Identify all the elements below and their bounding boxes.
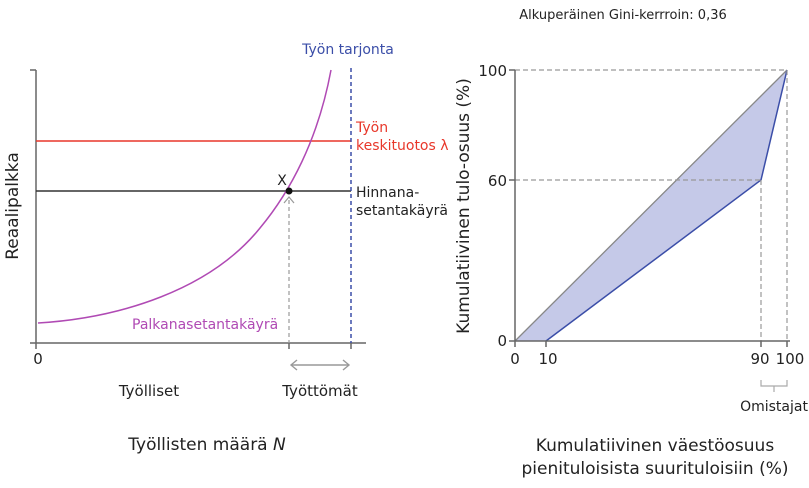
right-x-axis-label-line2: pienituloisista suurituloisiin (%): [522, 459, 789, 479]
x-tick-label-10: 10: [538, 350, 557, 368]
dropline-arrowhead-icon: [283, 196, 295, 204]
point-x-label: X: [277, 173, 287, 189]
price-setting-label-line1: Hinnana-: [356, 185, 419, 201]
unemployed-label: Työttömät: [281, 382, 358, 400]
arrow-left-icon: [289, 359, 298, 371]
y-tick-label-0: 0: [497, 332, 507, 350]
x-tick-label-90: 90: [750, 350, 769, 368]
equilibrium-point-x: [285, 187, 293, 195]
y-tick-label-60: 60: [488, 172, 507, 190]
left-x-axis-label: Työllisten määrä N: [127, 435, 286, 455]
wage-setting-label: Palkanasetantakäyrä: [132, 317, 278, 333]
owners-label: Omistajat: [740, 399, 808, 415]
gini-title: Alkuperäinen Gini-kerrroin: 0,36: [519, 8, 727, 23]
owners-bracket: [760, 380, 788, 387]
right-chart: [509, 69, 790, 392]
employed-label: Työlliset: [118, 382, 179, 400]
arrow-right-icon: [342, 359, 351, 371]
left-x-tick-label-0: 0: [33, 350, 43, 368]
left-chart: [30, 68, 366, 371]
wage-setting-curve: [37, 69, 332, 324]
right-y-axis-label: Kumulatiivinen tulo-osuus (%): [454, 78, 474, 334]
equality-line: [514, 69, 788, 342]
labor-supply-label: Työn tarjonta: [301, 42, 394, 58]
right-x-axis-label-line1: Kumulatiivinen väestöosuus: [536, 436, 775, 456]
productivity-label-line2: keskituotos λ: [356, 138, 449, 154]
productivity-label-line1: Työn: [355, 120, 388, 136]
y-tick-label-100: 100: [478, 62, 507, 80]
left-y-axis-label: Reaalipalkka: [3, 152, 23, 260]
x-tick-label-100: 100: [776, 350, 805, 368]
price-setting-label-line2: setantakäyrä: [356, 203, 448, 219]
x-tick-label-0: 0: [510, 350, 520, 368]
